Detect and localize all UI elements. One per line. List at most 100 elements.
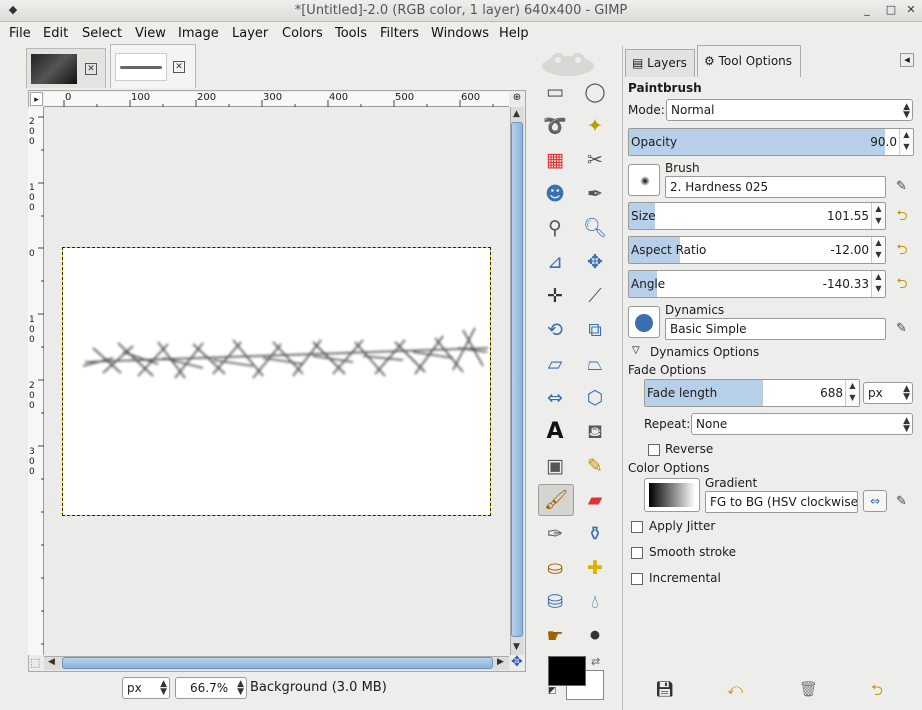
fuzzy-select-tool-icon[interactable]: ✦ xyxy=(587,114,603,137)
smudge-tool-icon[interactable]: ☛ xyxy=(546,624,564,647)
crop-tool-icon[interactable]: ⟋ xyxy=(588,284,602,307)
color-picker-tool-icon[interactable]: ⚲ xyxy=(548,216,562,239)
reverse-checkbox[interactable] xyxy=(648,444,660,456)
spin-arrows-icon[interactable]: ▲ ▼ xyxy=(871,203,885,229)
spin-arrows-icon[interactable]: ▲ ▼ xyxy=(845,380,859,406)
edit-dynamics-icon[interactable]: ✎ xyxy=(896,321,907,336)
align-tool-icon[interactable]: ✛ xyxy=(547,284,563,307)
cage-transform-tool-icon[interactable]: ⬡ xyxy=(586,386,604,409)
default-colors-icon[interactable]: ◩ xyxy=(548,686,557,696)
menu-view[interactable]: View xyxy=(135,26,166,41)
zoom-image-icon[interactable]: ⊕ xyxy=(512,92,522,103)
eraser-tool-icon[interactable]: ▰ xyxy=(587,488,603,511)
airbrush-tool-icon[interactable]: ✑ xyxy=(547,522,563,545)
spin-arrows-icon[interactable]: ▲ ▼ xyxy=(899,129,913,155)
image-tab-2[interactable]: ✕ xyxy=(110,44,196,88)
gradient-name-field[interactable]: FG to BG (HSV clockwise hue) xyxy=(705,491,858,513)
dodge-burn-tool-icon[interactable]: ⚫ xyxy=(587,624,603,647)
close-tab-icon[interactable]: ✕ xyxy=(173,61,185,73)
ellipse-select-tool-icon[interactable]: ◯ xyxy=(584,80,606,103)
menu-edit[interactable]: Edit xyxy=(43,26,69,41)
menu-windows[interactable]: Windows xyxy=(431,26,490,41)
shear-tool-icon[interactable]: ▱ xyxy=(547,352,563,375)
zoom-tool-icon[interactable]: 🔍︎ xyxy=(582,216,608,239)
quick-mask-menu-icon[interactable]: ▸ xyxy=(30,92,43,106)
flip-tool-icon[interactable]: ⇔ xyxy=(547,386,563,409)
reverse-gradient-icon[interactable]: ⇔ xyxy=(863,490,887,512)
text-tool-icon[interactable]: A xyxy=(546,419,564,444)
measure-tool-icon[interactable]: ⊿ xyxy=(547,250,563,273)
free-select-tool-icon[interactable]: ➰ xyxy=(543,114,567,137)
dynamics-options-expander[interactable]: Dynamics Options xyxy=(650,345,760,359)
swap-colors-icon[interactable]: ⇄ xyxy=(591,655,601,668)
spin-arrows-icon[interactable]: ▲ ▼ xyxy=(871,271,885,297)
bucket-fill-tool-icon[interactable]: ⛾ xyxy=(587,420,603,443)
blend-tool-icon[interactable]: ▣ xyxy=(546,454,564,477)
restore-options-icon[interactable]: ⤺ xyxy=(727,680,744,698)
angle-slider[interactable]: Angle -140.33 ▲ ▼ xyxy=(628,270,886,298)
navigate-icon[interactable]: ✥ xyxy=(511,654,523,670)
foreground-color-swatch[interactable] xyxy=(548,656,586,686)
heal-tool-icon[interactable]: ✚ xyxy=(587,556,603,579)
scroll-up-icon[interactable]: ▲ xyxy=(513,109,520,119)
menu-tools[interactable]: Tools xyxy=(335,26,368,41)
menu-file[interactable]: File xyxy=(9,26,31,41)
scroll-left-icon[interactable]: ◀ xyxy=(48,657,55,667)
brush-name-field[interactable]: 2. Hardness 025 xyxy=(665,176,886,198)
blur-tool-icon[interactable]: 💧︎ xyxy=(591,590,599,613)
dock-menu-icon[interactable]: ◂ xyxy=(900,53,914,67)
perspective-tool-icon[interactable]: ⏢ xyxy=(587,352,603,375)
menu-layer[interactable]: Layer xyxy=(232,26,269,41)
unit-selector[interactable]: px ▲ ▼ xyxy=(122,677,170,699)
edit-brush-icon[interactable]: ✎ xyxy=(896,179,907,194)
scroll-down-icon[interactable]: ▼ xyxy=(513,642,520,652)
aspect-ratio-slider[interactable]: Aspect Ratio -12.00 ▲ ▼ xyxy=(628,236,886,264)
reset-aspect-icon[interactable]: ⮌ xyxy=(896,242,908,258)
scroll-right-icon[interactable]: ▶ xyxy=(497,657,504,667)
scissors-tool-icon[interactable]: ✂ xyxy=(587,148,603,171)
minimize-icon[interactable]: _ xyxy=(864,3,870,16)
paths-tool-icon[interactable]: ✒ xyxy=(587,182,603,205)
toggle-quick-mask-icon[interactable]: ⬚ xyxy=(30,656,41,669)
perspective-clone-tool-icon[interactable]: ⛁ xyxy=(547,590,563,613)
opacity-slider[interactable]: Opacity 90.0 ▲ ▼ xyxy=(628,128,914,156)
ink-tool-icon[interactable]: ⚱ xyxy=(587,522,603,545)
fade-length-slider[interactable]: Fade length 688 ▲ ▼ xyxy=(644,379,860,407)
spin-arrows-icon[interactable]: ▲ ▼ xyxy=(871,237,885,263)
menu-help[interactable]: Help xyxy=(499,26,529,41)
scale-tool-icon[interactable]: ⧉ xyxy=(588,318,602,341)
clone-tool-icon[interactable]: ⛀ xyxy=(547,556,563,579)
delete-options-icon[interactable]: 🗑︎ xyxy=(799,680,819,698)
size-slider[interactable]: Size 101.55 ▲ ▼ xyxy=(628,202,886,230)
image-canvas[interactable] xyxy=(62,247,491,516)
reset-angle-icon[interactable]: ⮌ xyxy=(896,276,908,292)
select-by-color-tool-icon[interactable]: ▦ xyxy=(546,148,564,171)
window-menu-icon[interactable]: ◆ xyxy=(8,3,18,16)
menu-colors[interactable]: Colors xyxy=(282,26,323,41)
dynamics-name-field[interactable]: Basic Simple xyxy=(665,318,886,340)
apply-jitter-checkbox[interactable] xyxy=(631,521,643,533)
expander-arrow-icon[interactable]: ▽ xyxy=(632,345,640,356)
dynamics-preview[interactable] xyxy=(628,306,660,338)
mode-select[interactable]: Normal ▲ ▼ xyxy=(666,99,913,121)
reset-options-icon[interactable]: ⮌ xyxy=(871,681,884,699)
reset-size-icon[interactable]: ⮌ xyxy=(896,208,908,224)
incremental-checkbox[interactable] xyxy=(631,573,643,585)
save-options-icon[interactable]: 💾︎ xyxy=(655,680,675,698)
rect-select-tool-icon[interactable]: ▭ xyxy=(546,80,564,103)
image-tab-1[interactable]: ✕ xyxy=(26,48,106,88)
pencil-tool-icon[interactable]: ✎ xyxy=(587,454,603,477)
close-icon[interactable]: ✕ xyxy=(906,3,916,16)
tab-tool-options[interactable]: ⚙ Tool Options xyxy=(697,45,801,77)
repeat-select[interactable]: None ▲ ▼ xyxy=(691,413,913,435)
menu-image[interactable]: Image xyxy=(178,26,219,41)
menu-filters[interactable]: Filters xyxy=(380,26,419,41)
zoom-selector[interactable]: 66.7% ▲ ▼ xyxy=(175,677,247,699)
paintbrush-tool-icon[interactable]: 🖌︎ xyxy=(538,484,574,516)
rotate-tool-icon[interactable]: ⟲ xyxy=(547,318,563,341)
brush-preview[interactable] xyxy=(628,164,660,196)
tab-layers[interactable]: ▤ Layers xyxy=(625,49,695,77)
menu-select[interactable]: Select xyxy=(82,26,123,41)
maximize-icon[interactable]: □ xyxy=(885,3,897,16)
foreground-select-tool-icon[interactable]: ☻ xyxy=(545,182,565,205)
